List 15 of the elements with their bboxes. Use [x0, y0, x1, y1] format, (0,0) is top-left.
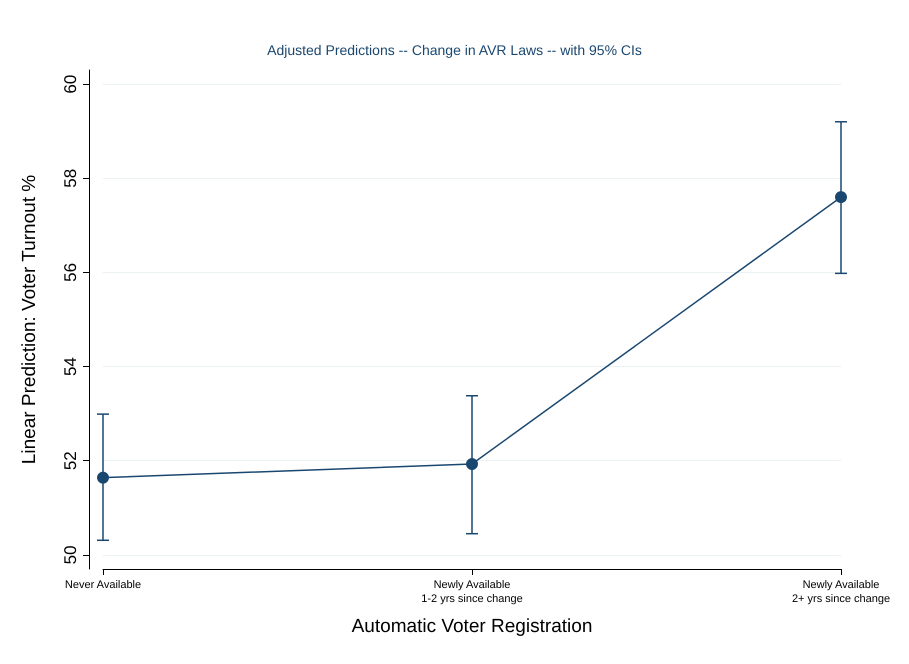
y-axis-title: Linear Prediction: Voter Turnout %	[19, 174, 40, 464]
x-tick-label: Never Available	[64, 579, 142, 591]
chart-title: Adjusted Predictions -- Change in AVR Laws -- with 95% CIs	[267, 42, 642, 58]
point	[97, 472, 109, 484]
point	[466, 458, 478, 470]
x-tick-label: Newly Available 2+ yrs since change	[792, 579, 890, 605]
y-tick-label: 50	[61, 545, 80, 564]
y-tick-label: 52	[61, 451, 80, 470]
y-tick-label: 54	[61, 357, 80, 376]
y-tick-label: 58	[61, 168, 80, 188]
x-tick-label: Newly Available 1-2 yrs since change	[421, 579, 523, 605]
x-axis-title: Automatic Voter Registration	[352, 616, 592, 637]
y-tick-label: 56	[61, 262, 80, 282]
y-tick-label: 60	[61, 74, 80, 94]
point	[835, 191, 847, 204]
